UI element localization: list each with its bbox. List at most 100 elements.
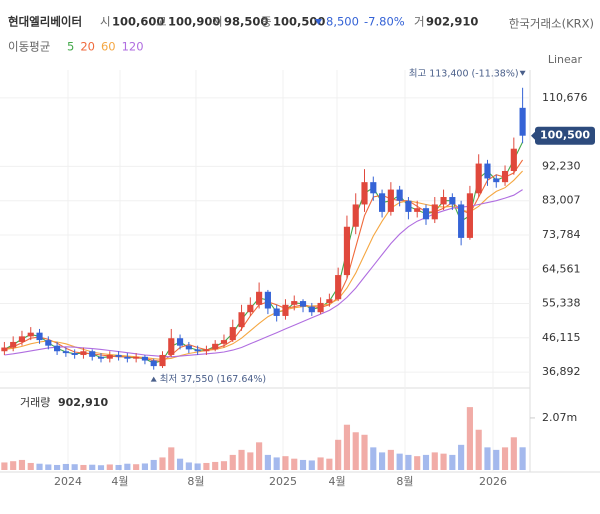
volume-bar [27, 462, 34, 470]
candle-body [484, 163, 491, 179]
volume-bar [458, 444, 465, 470]
candle-body [71, 353, 78, 355]
y-tick-label: 2.07m [542, 411, 577, 424]
volume-bar [229, 454, 236, 470]
x-tick-label: 2026 [479, 475, 507, 488]
candle-body [185, 345, 192, 350]
candle-body [361, 182, 368, 205]
candle-body [431, 204, 438, 220]
candle-body [89, 351, 96, 357]
candle-body [247, 304, 254, 313]
low-value: 98,500 [224, 15, 268, 29]
candle-body [326, 299, 333, 303]
volume-bar [405, 454, 412, 470]
scale-label[interactable]: Linear [548, 53, 583, 66]
volume-latest: 902,910 [58, 396, 108, 409]
volume-bar [115, 464, 122, 470]
y-tick-label: 92,230 [542, 159, 581, 172]
y-tick-label: 46,115 [542, 331, 581, 344]
volume-bar [440, 453, 447, 470]
candle-body [176, 338, 184, 346]
volume-bar [308, 460, 315, 470]
candle-body [335, 275, 342, 300]
x-tick-label: 4월 [328, 475, 345, 488]
high-label: 고 [156, 15, 167, 29]
candle-body [1, 347, 8, 352]
volume-bar [291, 458, 298, 470]
volume-label: 거 [414, 15, 425, 29]
volume-bar [352, 432, 359, 470]
low-note: 최저 37,550 (167.64%) [160, 374, 266, 385]
volume-bar [238, 449, 245, 470]
candle-body [133, 356, 140, 359]
candle-body [238, 312, 245, 328]
candle-body [273, 308, 280, 316]
volume-bar [414, 456, 421, 470]
high-value: 100,900 [168, 15, 220, 29]
volume-bar [326, 458, 333, 470]
volume-bar [54, 464, 61, 470]
volume-bar [141, 463, 148, 470]
volume-bar [159, 457, 166, 470]
y-tick-label: 64,561 [542, 262, 581, 275]
candle-body [466, 193, 473, 238]
candle-body [510, 148, 517, 172]
exchange: 한국거래소(KRX) [509, 17, 594, 31]
candle-body [449, 197, 456, 205]
candle-body [414, 208, 421, 212]
legend-entry: 60 [101, 40, 116, 54]
candle-body [18, 336, 26, 342]
candle-body [379, 193, 386, 212]
volume-bar [449, 454, 456, 470]
volume-bar [71, 464, 78, 470]
volume-bar [501, 447, 509, 470]
volume-bar [370, 447, 377, 470]
legend-entry: 120 [122, 40, 144, 54]
volume-bar [106, 464, 113, 470]
candle-body [475, 163, 482, 194]
volume-bar [133, 464, 140, 470]
y-tick-label: 36,892 [542, 365, 581, 378]
candle-body [97, 356, 105, 359]
candle-body [141, 356, 148, 361]
ma-line [4, 189, 523, 358]
candle-body [458, 204, 465, 238]
high-marker [519, 70, 526, 76]
candle-body [115, 354, 122, 357]
price-badge-pointer [531, 130, 536, 141]
candle-body [422, 208, 430, 220]
candle-body [106, 354, 113, 359]
volume-bar [10, 461, 17, 470]
volume-bar [396, 453, 403, 470]
change-pct: -7.80% [364, 15, 405, 29]
candle-body [440, 197, 447, 205]
volume-bar [510, 437, 517, 470]
y-tick-label: 73,784 [542, 228, 581, 241]
x-tick-label: 2025 [269, 475, 297, 488]
y-tick-label: 110,676 [542, 91, 588, 104]
candle-body [27, 332, 34, 337]
candle-body [220, 340, 228, 344]
x-tick-label: 8월 [187, 475, 204, 488]
volume-bar [18, 459, 26, 470]
candle-body [352, 204, 359, 227]
volume-bar [220, 461, 228, 470]
volume-bar [317, 457, 324, 470]
volume-bar [519, 447, 526, 470]
candle-body [405, 200, 412, 212]
candle-body [343, 226, 351, 276]
stock-name: 현대엘리베이터 [8, 15, 82, 29]
close-label: 종 [261, 15, 272, 29]
candle-body [282, 304, 289, 316]
candle-body [194, 349, 201, 352]
open-value: 100,600 [112, 15, 164, 29]
low-marker [150, 376, 157, 382]
ma-line [4, 159, 524, 362]
low-label: 저 [212, 15, 223, 29]
candle-body [387, 189, 394, 212]
close-value: 100,500 [273, 15, 325, 29]
volume-bar [62, 463, 69, 470]
price-badge-label: 100,500 [540, 129, 590, 142]
